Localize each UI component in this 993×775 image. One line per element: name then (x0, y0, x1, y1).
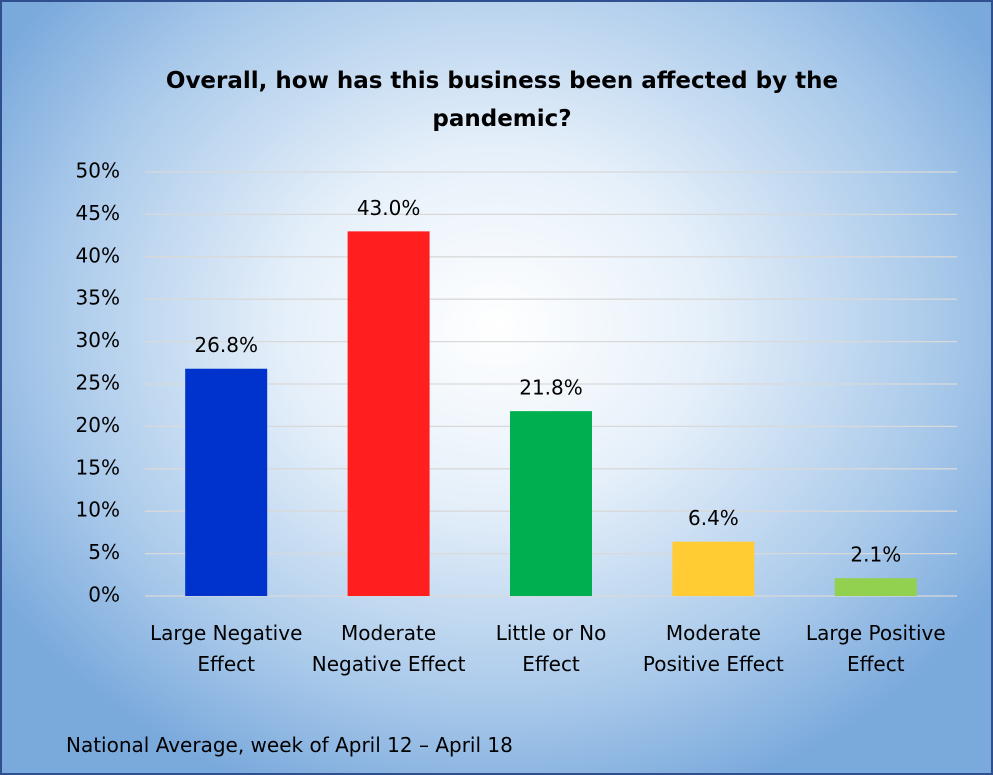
x-tick-label: Large Positive Effect (805, 621, 946, 676)
y-tick-label: 25% (76, 371, 120, 395)
y-tick-label: 10% (76, 498, 120, 522)
y-tick-label: 15% (76, 455, 120, 479)
y-tick-label: 5% (88, 540, 120, 564)
x-tick-label: Little or No Effect (495, 621, 607, 676)
bar (834, 578, 917, 596)
y-tick-label: 30% (76, 328, 120, 352)
y-tick-label: 0% (88, 583, 120, 607)
x-tick-label: Moderate Negative Effect (311, 621, 466, 676)
y-tick-label: 45% (76, 201, 120, 225)
bar (672, 541, 755, 596)
note: National Average, week of April 12 – Apr… (66, 733, 513, 757)
bar (510, 411, 592, 596)
value-label: 43.0% (357, 196, 421, 220)
value-label: 21.8% (519, 376, 583, 400)
value-label: 26.8% (194, 333, 258, 357)
y-tick-label: 35% (76, 286, 120, 310)
bar (185, 368, 268, 596)
x-tick-label: Large Negative Effect (149, 621, 303, 676)
value-label: 2.1% (850, 543, 901, 567)
chart-title: Overall, how has this business been affe… (165, 68, 839, 132)
y-tick-label: 50% (76, 159, 120, 183)
y-tick-label: 40% (76, 243, 120, 267)
value-label: 6.4% (688, 506, 739, 530)
bar (347, 231, 430, 597)
y-tick-label: 20% (76, 413, 120, 437)
x-tick-label: Moderate Positive Effect (642, 621, 784, 676)
